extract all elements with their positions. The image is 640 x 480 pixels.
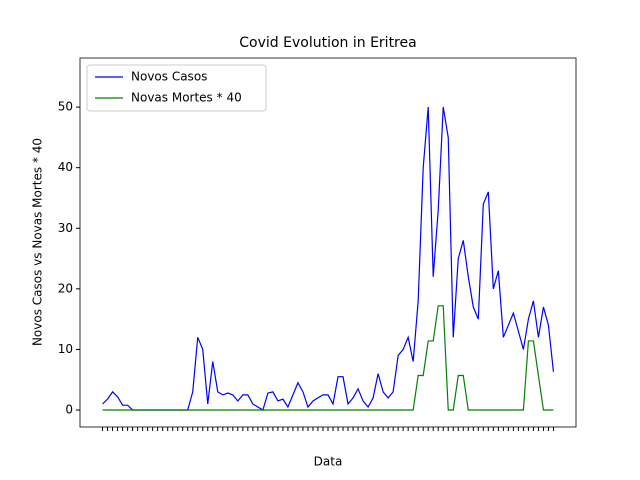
data-line bbox=[102, 305, 554, 411]
plot-frame bbox=[79, 57, 577, 428]
y-tick-label: 30 bbox=[58, 221, 73, 235]
chart-title: Covid Evolution in Eritrea bbox=[239, 35, 416, 51]
legend-box bbox=[86, 64, 267, 112]
y-tick-label: 10 bbox=[58, 342, 73, 356]
y-tick-label: 0 bbox=[65, 403, 73, 417]
y-tick-label: 20 bbox=[58, 281, 73, 295]
x-axis-label: Data bbox=[314, 455, 343, 469]
y-tick-label: 40 bbox=[58, 160, 73, 174]
legend-label: Novas Mortes * 40 bbox=[131, 91, 242, 105]
y-tick-label: 50 bbox=[58, 100, 73, 114]
legend-label: Novos Casos bbox=[131, 70, 207, 84]
y-axis-label: Novos Casos vs Novas Mortes * 40 bbox=[31, 138, 45, 346]
